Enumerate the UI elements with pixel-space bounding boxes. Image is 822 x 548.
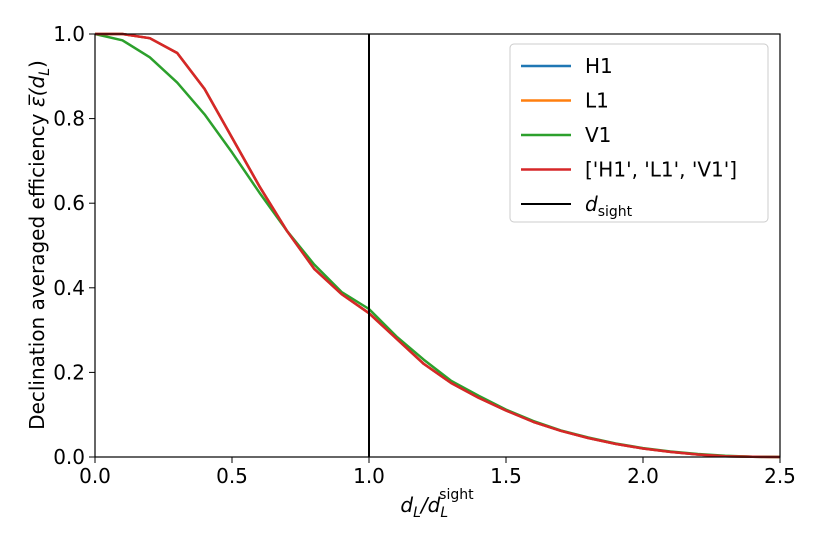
legend-label-3: V1 xyxy=(585,123,611,147)
x-axis-ticks: 0.0 0.5 1.0 1.5 2.0 2.5 xyxy=(79,457,796,488)
y-tick-label: 0.6 xyxy=(53,191,85,215)
legend-box xyxy=(509,43,769,223)
legend-label-1: H1 xyxy=(585,54,613,78)
legend-entries: H1 L1 V1 ['H1', 'L1', 'V1'] xyxy=(521,54,737,182)
y-tick-label: 0.0 xyxy=(53,445,85,469)
legend-label-dsight: dsight xyxy=(585,192,633,220)
plot-frame xyxy=(94,33,781,458)
legend: H1 L1 V1 ['H1', 'L1', 'V1'] dsight xyxy=(509,43,769,223)
y-tick-label: 0.4 xyxy=(53,276,85,300)
x-tick-label: 1.0 xyxy=(353,464,385,488)
x-tick-label: 2.5 xyxy=(764,464,796,488)
x-tick-label: 0.5 xyxy=(216,464,248,488)
y-axis-title: Declination averaged efficiency ε̅(dL) xyxy=(25,60,53,430)
x-axis-title: dL/dLsight xyxy=(400,487,474,521)
x-tick-label: 1.5 xyxy=(490,464,522,488)
legend-label-2: L1 xyxy=(585,89,609,113)
x-tick-label: 2.0 xyxy=(627,464,659,488)
y-tick-label: 0.2 xyxy=(53,360,85,384)
legend-label-4: ['H1', 'L1', 'V1'] xyxy=(585,158,737,182)
plot-area xyxy=(94,32,781,459)
y-tick-label: 0.8 xyxy=(53,107,85,131)
y-axis-ticks: 0.0 0.2 0.4 0.6 0.8 1.0 xyxy=(53,22,95,469)
series-line-4 xyxy=(95,32,781,459)
y-tick-label: 1.0 xyxy=(53,22,85,46)
x-tick-label: 0.0 xyxy=(79,464,111,488)
